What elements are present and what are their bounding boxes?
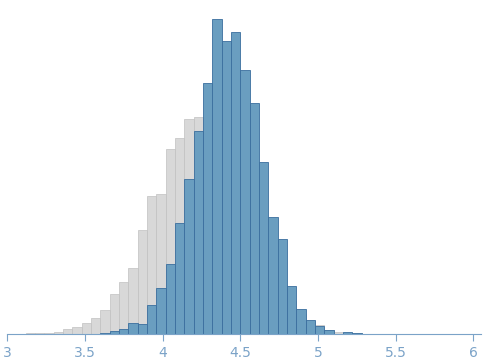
- Bar: [212, 115, 222, 334]
- Bar: [128, 323, 138, 334]
- Bar: [296, 314, 305, 334]
- Bar: [315, 326, 324, 334]
- Bar: [259, 240, 268, 334]
- Bar: [54, 332, 63, 334]
- Bar: [278, 285, 287, 334]
- Bar: [222, 127, 231, 334]
- Bar: [138, 230, 147, 334]
- Bar: [287, 286, 296, 334]
- Bar: [91, 318, 100, 334]
- Bar: [110, 294, 119, 334]
- Bar: [324, 330, 333, 334]
- Bar: [305, 320, 315, 334]
- Bar: [222, 41, 231, 334]
- Bar: [147, 196, 156, 334]
- Bar: [203, 117, 212, 334]
- Bar: [175, 138, 184, 334]
- Bar: [231, 32, 240, 334]
- Bar: [343, 332, 352, 334]
- Bar: [175, 223, 184, 334]
- Bar: [324, 330, 333, 334]
- Bar: [82, 323, 91, 334]
- Bar: [194, 117, 203, 334]
- Bar: [315, 325, 324, 334]
- Bar: [231, 167, 240, 334]
- Bar: [250, 216, 259, 334]
- Bar: [296, 309, 305, 334]
- Bar: [156, 287, 166, 334]
- Bar: [119, 282, 128, 334]
- Bar: [128, 268, 138, 334]
- Bar: [268, 267, 278, 334]
- Bar: [166, 149, 175, 334]
- Bar: [110, 331, 119, 334]
- Bar: [250, 103, 259, 334]
- Bar: [287, 301, 296, 334]
- Bar: [184, 119, 194, 334]
- Bar: [203, 83, 212, 334]
- Bar: [212, 19, 222, 334]
- Bar: [259, 162, 268, 334]
- Bar: [119, 329, 128, 334]
- Bar: [156, 194, 166, 334]
- Bar: [333, 332, 343, 334]
- Bar: [194, 131, 203, 334]
- Bar: [184, 179, 194, 334]
- Bar: [138, 324, 147, 334]
- Bar: [305, 321, 315, 334]
- Bar: [240, 70, 250, 334]
- Bar: [147, 305, 156, 334]
- Bar: [166, 264, 175, 334]
- Bar: [278, 239, 287, 334]
- Bar: [100, 310, 110, 334]
- Bar: [73, 327, 82, 334]
- Bar: [240, 186, 250, 334]
- Bar: [268, 217, 278, 334]
- Bar: [352, 333, 362, 334]
- Bar: [63, 329, 73, 334]
